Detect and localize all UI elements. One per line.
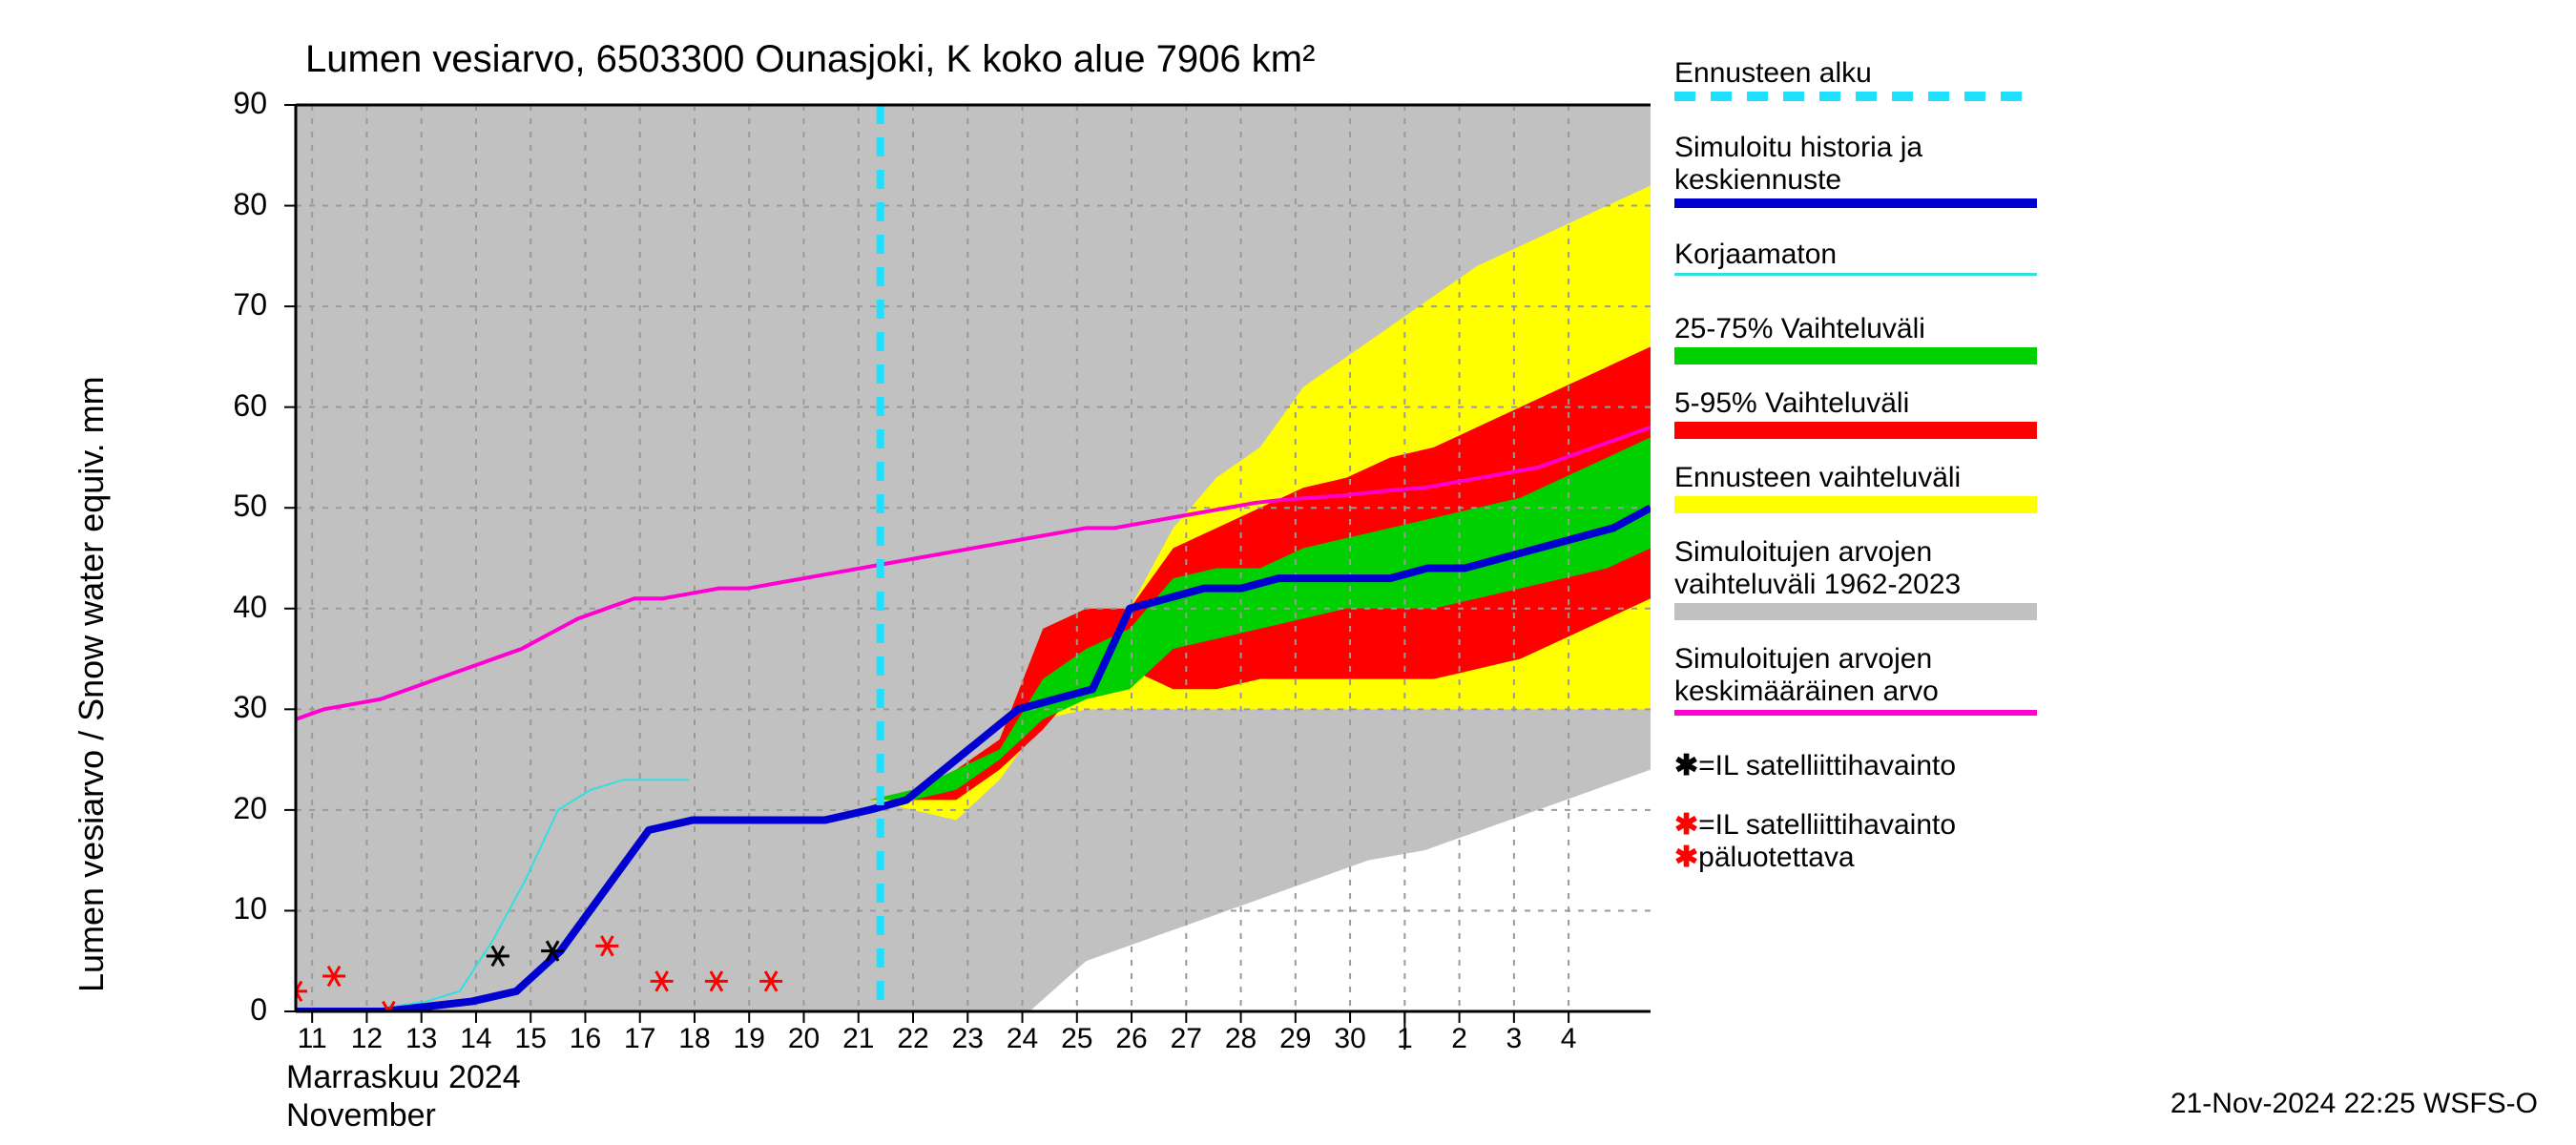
legend-swatch: [1674, 422, 2037, 439]
legend-label: Ennusteen vaihteluväli: [1674, 462, 1961, 493]
x-month-fi: Marraskuu 2024: [286, 1059, 521, 1096]
x-tick: 19: [734, 1023, 765, 1055]
y-tick: 80: [143, 187, 267, 222]
legend-label: Ennusteen alku: [1674, 57, 1872, 89]
legend-label: Korjaamaton: [1674, 239, 1837, 270]
x-tick: 22: [897, 1023, 928, 1055]
legend-swatch: [1674, 496, 2037, 513]
x-tick: 28: [1225, 1023, 1257, 1055]
x-tick: 27: [1171, 1023, 1202, 1055]
x-tick: 15: [515, 1023, 547, 1055]
legend-swatch: [1674, 273, 2037, 276]
legend-label: ✱=IL satelliittihavainto: [1674, 809, 1956, 841]
chart-title: Lumen vesiarvo, 6503300 Ounasjoki, K kok…: [305, 38, 1315, 81]
y-tick: 0: [143, 992, 267, 1028]
x-tick: 16: [570, 1023, 601, 1055]
x-month-en: November: [286, 1097, 436, 1135]
y-axis-label: Lumen vesiarvo / Snow water equiv. mm: [72, 376, 112, 992]
x-tick: 14: [460, 1023, 491, 1055]
legend-swatch: [1674, 92, 2037, 101]
x-tick: 3: [1506, 1023, 1523, 1055]
y-tick: 10: [143, 891, 267, 926]
x-tick: 25: [1061, 1023, 1092, 1055]
legend-label: Simuloitujen arvojen: [1674, 536, 1932, 568]
chart-container: Lumen vesiarvo, 6503300 Ounasjoki, K kok…: [0, 0, 2576, 1145]
legend-label: Simuloitu historia ja: [1674, 132, 1922, 163]
x-tick: 29: [1279, 1023, 1311, 1055]
y-tick: 30: [143, 690, 267, 725]
x-tick: 23: [952, 1023, 984, 1055]
x-tick: 24: [1007, 1023, 1038, 1055]
legend-label: 5-95% Vaihteluväli: [1674, 387, 1909, 419]
y-tick: 60: [143, 388, 267, 424]
plot-footer: 21-Nov-2024 22:25 WSFS-O: [2171, 1088, 2538, 1120]
y-tick: 90: [143, 86, 267, 121]
legend-label: vaihteluväli 1962-2023: [1674, 569, 1961, 600]
y-tick: 70: [143, 287, 267, 323]
legend-label: ✱päluotettava: [1674, 842, 1855, 873]
x-tick: 11: [298, 1023, 327, 1055]
x-tick: 20: [788, 1023, 820, 1055]
legend-swatch: [1674, 198, 2037, 208]
x-tick: 30: [1334, 1023, 1365, 1055]
x-tick: 2: [1451, 1023, 1467, 1055]
y-tick: 20: [143, 791, 267, 826]
x-tick: 17: [624, 1023, 655, 1055]
plot-svg: [0, 0, 2576, 1145]
legend-label: ✱=IL satelliittihavainto: [1674, 750, 1956, 781]
legend-label: 25-75% Vaihteluväli: [1674, 313, 1925, 344]
legend-swatch: [1674, 710, 2037, 716]
y-tick: 50: [143, 489, 267, 524]
x-tick: 18: [678, 1023, 710, 1055]
x-tick: 26: [1115, 1023, 1147, 1055]
x-tick: 12: [351, 1023, 383, 1055]
x-tick: 1: [1397, 1023, 1413, 1055]
x-tick: 4: [1561, 1023, 1577, 1055]
x-tick: 21: [842, 1023, 874, 1055]
legend-label: Simuloitujen arvojen: [1674, 643, 1932, 675]
x-tick: 13: [405, 1023, 437, 1055]
legend-swatch: [1674, 603, 2037, 620]
y-tick: 40: [143, 590, 267, 625]
legend-swatch: [1674, 347, 2037, 364]
legend-label: keskimääräinen arvo: [1674, 676, 1939, 707]
legend-label: keskiennuste: [1674, 164, 1841, 196]
